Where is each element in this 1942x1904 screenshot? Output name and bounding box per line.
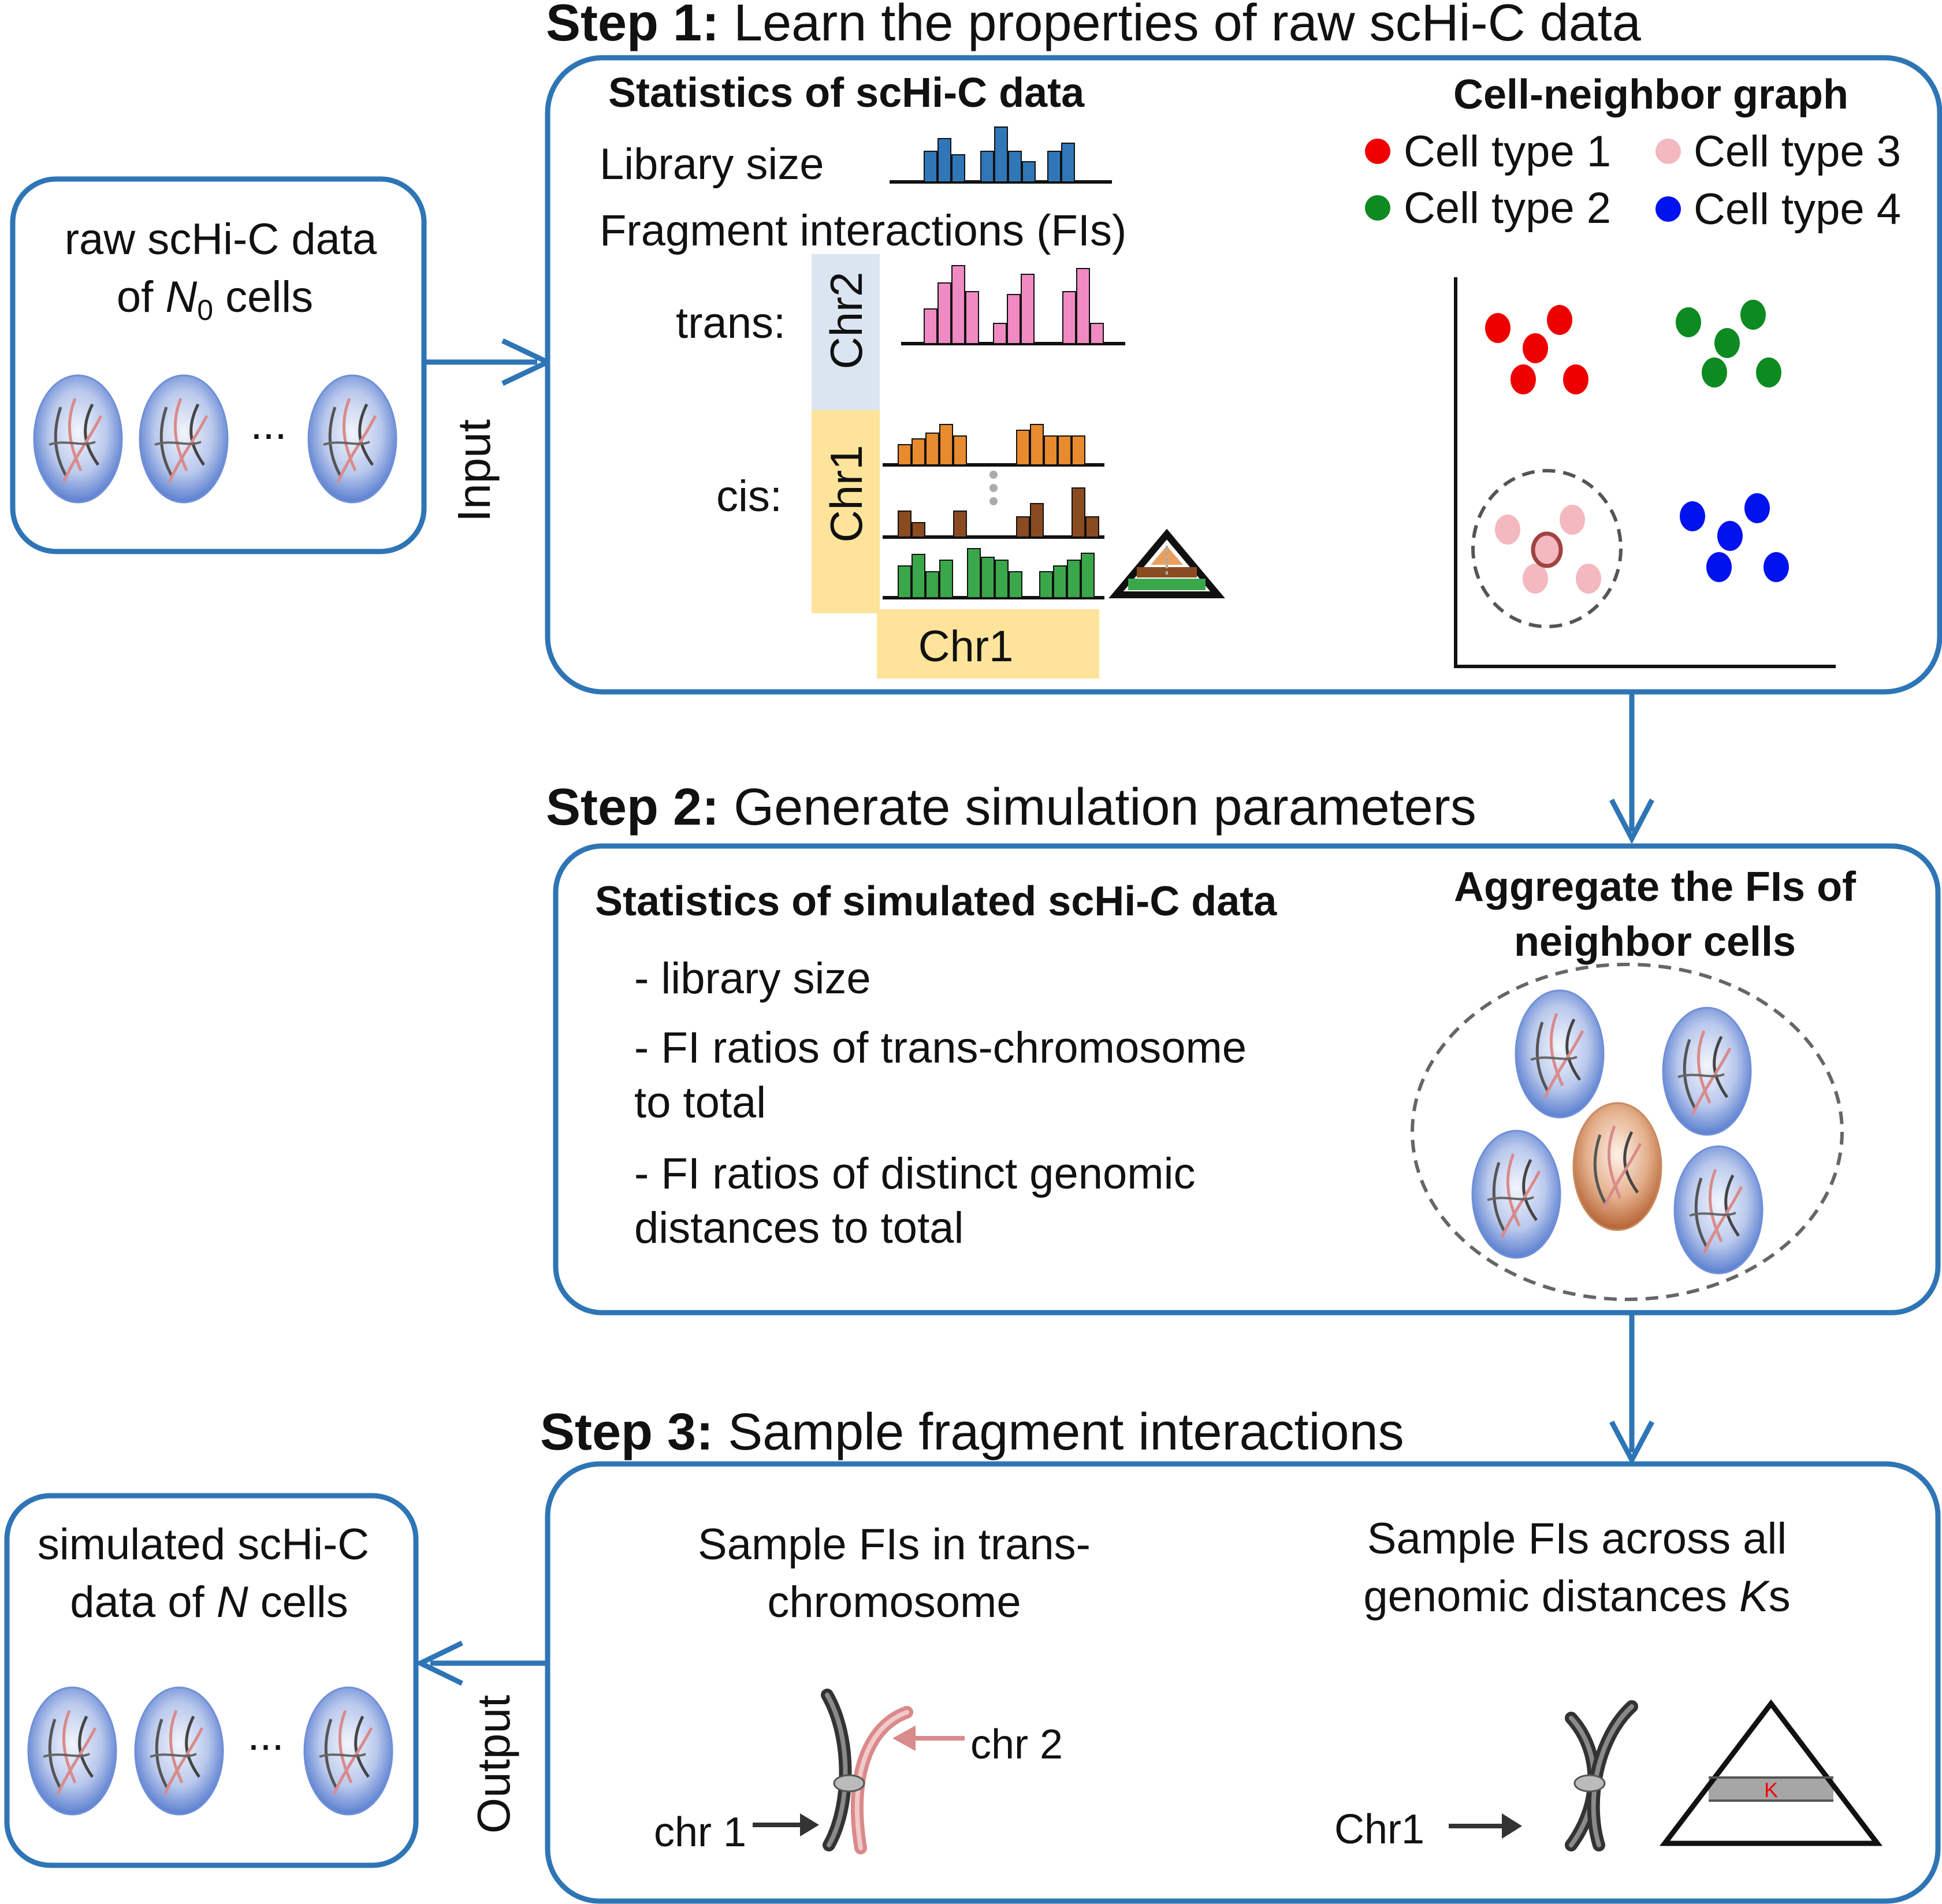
cis-histogram-brown — [883, 487, 1104, 539]
arrow-step2-to-step3 — [1609, 1314, 1654, 1466]
step2-heading: Statistics of simulated scHi-C data — [595, 878, 1277, 925]
raw-cell-icon — [140, 375, 228, 502]
output-box-line1: simulated scHi-C — [38, 1520, 369, 1569]
output-ellipsis: ... — [247, 1711, 284, 1760]
library-size-label: Library size — [600, 140, 824, 189]
chr2-label: chr 2 — [970, 1722, 1063, 1768]
cis-histogram-green — [883, 548, 1104, 599]
output-box: simulated scHi-C data of N cells ... — [4, 1493, 419, 1868]
scatter-plot — [1454, 277, 1836, 668]
step1-box: Statistics of scHi-C data Library size F… — [545, 55, 1942, 695]
step3-right-caption-line1: Sample FIs across all — [1367, 1514, 1787, 1563]
legend-label-type1: Cell type 1 — [1404, 127, 1611, 176]
input-box-line2: of N0 cells — [117, 273, 313, 326]
chr1-label: chr 1 — [654, 1809, 746, 1855]
cis-vertical-dots — [989, 471, 998, 505]
neighbor-cell-icon — [1516, 990, 1604, 1117]
input-label: Input — [448, 419, 500, 522]
raw-cell-icon — [34, 375, 122, 502]
legend-dot-type2 — [1365, 195, 1390, 221]
step2-box: Statistics of simulated scHi-C data - li… — [553, 843, 1941, 1316]
step2-item-trans-ratio-cont: to total — [634, 1078, 766, 1127]
aggregate-heading-line2: neighbor cells — [1514, 919, 1796, 965]
chr1-band-horizontal — [877, 609, 1099, 679]
legend-label-type2: Cell type 2 — [1404, 184, 1611, 233]
graph-heading: Cell-neighbor graph — [1453, 72, 1848, 118]
aggregate-heading-line1: Aggregate the FIs of — [1454, 864, 1857, 910]
neighbor-cells-region — [1411, 963, 1844, 1301]
legend-dot-type3 — [1655, 139, 1681, 164]
input-box: raw scHi-C data of N0 cells ... — [10, 176, 427, 554]
contact-triangle-icon — [1108, 528, 1225, 598]
step2-item-distance-ratio-cont: distances to total — [634, 1203, 963, 1253]
step2-item-library-size: - library size — [634, 954, 871, 1003]
step2-item-trans-ratio: - FI ratios of trans-chromosome — [634, 1023, 1247, 1072]
step3-left-caption-line2: chromosome — [767, 1578, 1021, 1627]
chr2-vertical-label: Chr2 — [821, 271, 872, 369]
legend-dot-type1 — [1365, 139, 1390, 164]
step1-title: Step 1: Learn the properties of raw scHi… — [546, 0, 1642, 52]
raw-cell-icon — [308, 375, 396, 502]
output-box-line2: data of N cells — [70, 1578, 348, 1627]
input-ellipsis: ... — [250, 400, 287, 449]
chr1-band-vertical — [812, 410, 880, 613]
cis-chromosome-sketch — [1449, 1700, 1638, 1851]
step3-title: Step 3: Sample fragment interactions — [540, 1403, 1404, 1461]
neighbor-region — [1471, 469, 1623, 628]
output-label: Output — [468, 1695, 519, 1834]
neighbor-cell-icon — [1472, 1131, 1560, 1258]
library-size-histogram — [890, 126, 1112, 184]
neighbor-cell-icon — [1675, 1146, 1762, 1273]
simulated-cell-icon — [28, 1687, 116, 1814]
chr2-band — [812, 254, 880, 410]
step2-title: Step 2: Generate simulation parameters — [546, 778, 1476, 836]
chr1-right-label: Chr1 — [1334, 1806, 1424, 1853]
simulated-cell-icon — [135, 1687, 223, 1814]
fragment-interactions-label: Fragment interactions (FIs) — [600, 206, 1126, 255]
step3-box: Sample FIs in trans- chromosome Sample F… — [545, 1461, 1941, 1904]
genomic-distance-triangle-icon: K — [1659, 1699, 1883, 1846]
cis-label: cis: — [716, 472, 782, 521]
trans-chromosome-sketch — [753, 1689, 965, 1854]
cis-histogram-orange — [883, 424, 1104, 467]
step2-item-distance-ratio: - FI ratios of distinct genomic — [634, 1149, 1195, 1198]
input-arrow: Input — [424, 338, 554, 522]
arrow-step1-to-step2 — [1609, 693, 1654, 844]
cell-type-legend: Cell type 1 Cell type 2 Cell type 3 Cell… — [1365, 127, 1901, 234]
trans-histogram — [901, 265, 1125, 345]
simulated-cell-icon — [304, 1687, 392, 1814]
output-arrow: Output — [414, 1640, 548, 1834]
stats-heading: Statistics of scHi-C data — [608, 70, 1085, 116]
legend-dot-type4 — [1655, 196, 1681, 222]
step3-left-caption-line1: Sample FIs in trans- — [698, 1520, 1091, 1569]
neighbor-cell-icon — [1663, 1008, 1751, 1135]
target-cell — [1531, 531, 1563, 568]
legend-label-type3: Cell type 3 — [1694, 127, 1901, 176]
input-box-line1: raw scHi-C data — [65, 215, 377, 264]
k-band-label: K — [1764, 1778, 1778, 1802]
chr1-horizontal-label: Chr1 — [918, 622, 1014, 671]
step3-right-caption-line2: genomic distances Ks — [1363, 1572, 1790, 1621]
trans-label: trans: — [676, 299, 786, 348]
legend-label-type4: Cell type 4 — [1694, 185, 1901, 234]
chr1-vertical-label: Chr1 — [821, 445, 872, 542]
target-cell-icon — [1573, 1103, 1661, 1230]
